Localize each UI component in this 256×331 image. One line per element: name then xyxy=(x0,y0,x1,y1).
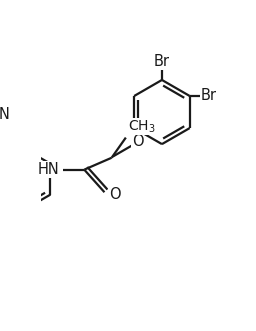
Text: Br: Br xyxy=(200,88,216,104)
Text: N: N xyxy=(0,107,10,122)
Text: HN: HN xyxy=(38,162,59,177)
Text: O: O xyxy=(109,187,121,202)
Text: Br: Br xyxy=(154,54,170,69)
Text: O: O xyxy=(132,134,144,149)
Text: CH$_3$: CH$_3$ xyxy=(128,118,156,135)
